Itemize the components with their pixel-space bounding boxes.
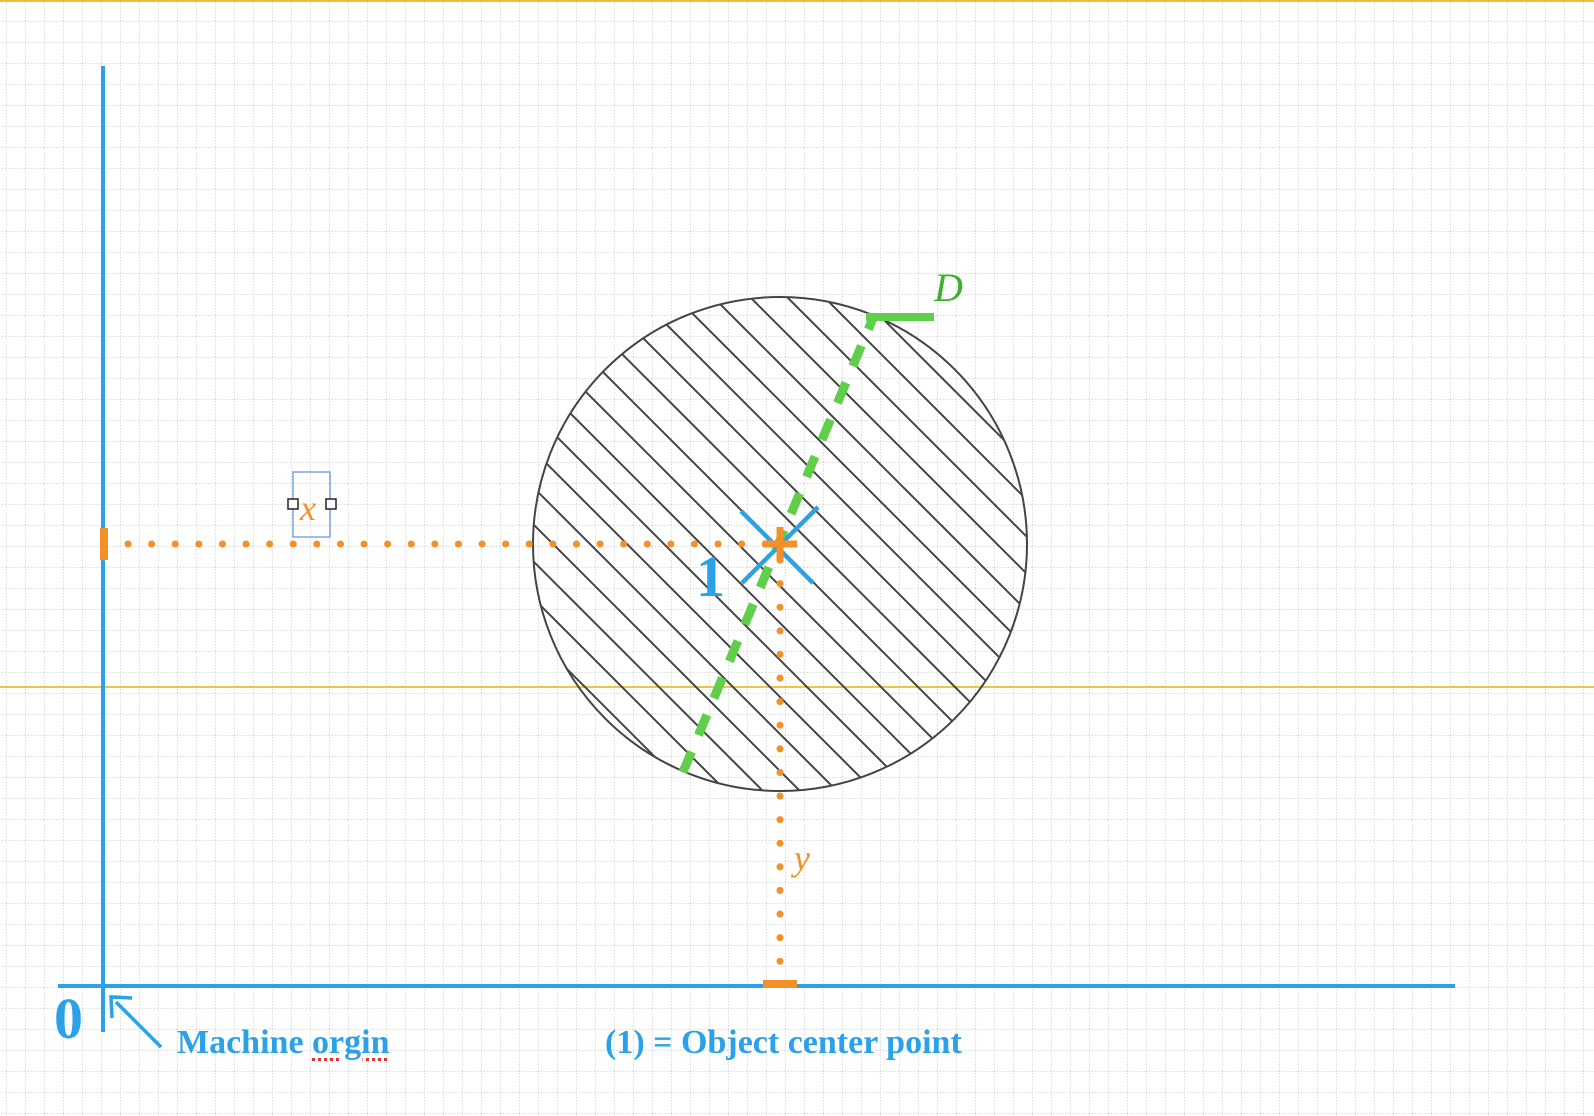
machine-origin-word: orgin	[312, 1024, 390, 1061]
hatch-line	[533, 297, 1027, 791]
arrow-up-left-icon	[109, 995, 163, 1049]
hatch-line	[533, 297, 1027, 791]
machine-origin-prefix: Machine	[177, 1024, 313, 1061]
origin-zero-label: 0	[54, 986, 83, 1051]
resize-handle-left[interactable]	[287, 498, 299, 510]
y-dimension-label: y	[794, 838, 810, 878]
center-point-note: (1) = Object center point	[605, 1024, 962, 1061]
circle-outline	[532, 296, 1028, 792]
diameter-label: D	[934, 265, 963, 310]
hatch-line	[533, 297, 1027, 791]
center-point-number: 1	[696, 544, 725, 609]
x-label-selection-box[interactable]	[287, 471, 337, 538]
hatch-line	[533, 297, 991, 791]
hatch-line	[533, 297, 1027, 791]
hatch-line	[559, 297, 1027, 791]
hatch-line	[533, 297, 1027, 791]
x-dimension-label[interactable]: x	[300, 488, 316, 528]
resize-handle-right[interactable]	[325, 498, 337, 510]
hatch-line	[533, 297, 1027, 791]
hatch-line	[596, 297, 1027, 791]
center-plus-marker	[763, 527, 797, 561]
hatch-line	[533, 297, 1027, 791]
machine-origin-label: Machine orgin	[177, 1026, 390, 1060]
